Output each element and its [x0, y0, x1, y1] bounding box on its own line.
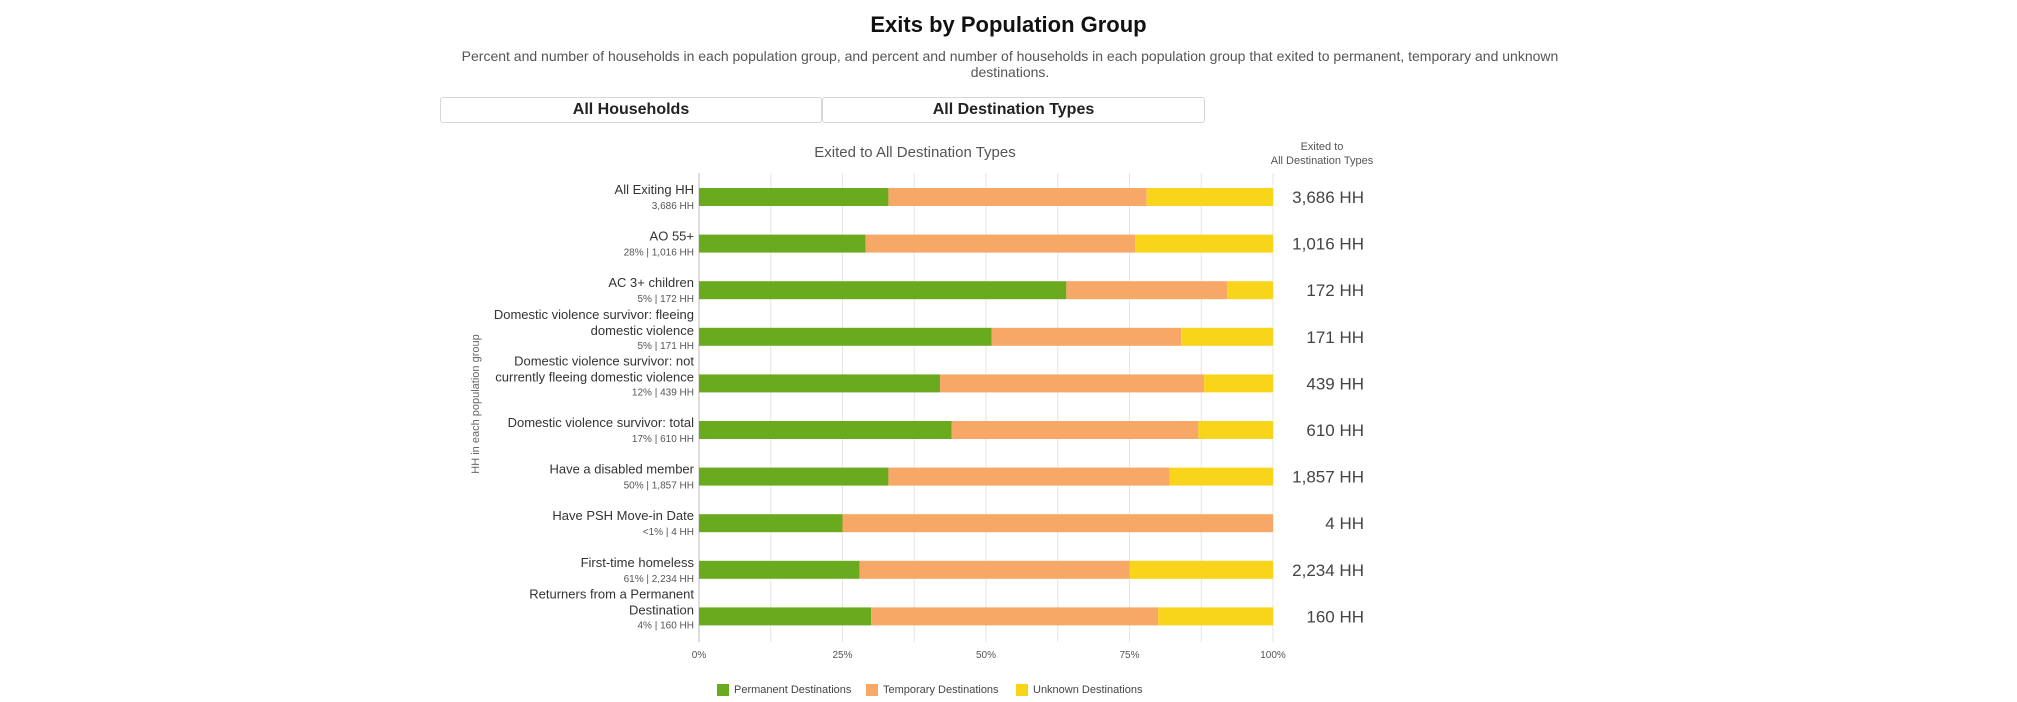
legend-item-permanent[interactable]: Permanent Destinations	[717, 683, 851, 697]
chart-title: Exited to All Destination Types	[814, 144, 1016, 161]
category-label: Domestic violence survivor: total	[508, 415, 695, 430]
page-title: Exits by Population Group	[870, 12, 1147, 37]
category-sublabel: 3,686 HH	[652, 201, 694, 212]
bar-segment-permanent	[699, 374, 941, 393]
x-tick-label: 50%	[976, 650, 996, 661]
bar-segment-unknown	[1198, 421, 1273, 439]
bar-segment-permanent	[699, 421, 952, 439]
category-sublabel: 5% | 171 HH	[637, 341, 694, 352]
category-sublabel: 12% | 439 HH	[632, 387, 694, 398]
bar-segment-temporary	[888, 467, 1170, 486]
category-label: Domestic violence survivor: fleeing	[494, 307, 694, 322]
bar-segment-unknown	[1169, 467, 1273, 486]
bar-segment-temporary	[1066, 281, 1228, 300]
category-label: currently fleeing domestic violence	[495, 369, 694, 384]
totals-column-header: Exited to All Destination Types	[1262, 140, 1382, 168]
total-label: 610 HH	[1306, 421, 1364, 440]
bar-segment-unknown	[1129, 560, 1273, 579]
total-label: 439 HH	[1306, 374, 1364, 393]
category-label: Domestic violence survivor: not	[514, 353, 694, 368]
category-sublabel: 50% | 1,857 HH	[624, 481, 694, 492]
bar-segment-unknown	[1135, 234, 1273, 253]
x-tick-label: 75%	[1119, 650, 1139, 661]
bar-segment-unknown	[1146, 188, 1273, 206]
category-label: First-time homeless	[581, 555, 695, 570]
total-label: 160 HH	[1306, 607, 1364, 626]
bar-segment-unknown	[1204, 374, 1273, 393]
bar-segment-unknown	[1227, 281, 1273, 300]
bar-segment-permanent	[699, 234, 866, 253]
bar-segment-temporary	[871, 607, 1159, 626]
total-label: 172 HH	[1306, 281, 1364, 300]
total-label: 2,234 HH	[1292, 561, 1364, 580]
bar-segment-permanent	[699, 467, 889, 486]
bar-segment-temporary	[859, 560, 1130, 579]
x-tick-label: 100%	[1260, 650, 1286, 661]
bar-segment-temporary	[842, 514, 1273, 533]
bar-segment-temporary	[991, 327, 1182, 346]
total-label: 4 HH	[1325, 514, 1364, 533]
category-sublabel: 4% | 160 HH	[637, 620, 694, 631]
destination-filter-select[interactable]: All Destination Types	[822, 97, 1205, 123]
bar-segment-permanent	[699, 560, 860, 579]
category-label: All Exiting HH	[615, 182, 694, 197]
category-label: Returners from a Permanent	[529, 586, 694, 601]
legend-item-temporary[interactable]: Temporary Destinations	[866, 683, 999, 697]
legend-label-unknown: Unknown Destinations	[1033, 684, 1143, 696]
household-filter-select[interactable]: All Households	[440, 97, 822, 123]
page-subtitle: Percent and number of households in each…	[461, 48, 1559, 80]
bar-segment-temporary	[940, 374, 1205, 393]
totals-column-header-line1: Exited to	[1300, 141, 1344, 153]
bar-segment-permanent	[699, 514, 843, 533]
total-label: 1,857 HH	[1292, 468, 1364, 487]
bar-segment-temporary	[865, 234, 1136, 253]
total-label: 1,016 HH	[1292, 235, 1364, 254]
category-label: Have a disabled member	[549, 462, 694, 477]
bar-segment-permanent	[699, 188, 889, 206]
category-sublabel: 17% | 610 HH	[632, 434, 694, 445]
legend-swatch-temporary	[866, 684, 878, 696]
legend-label-temporary: Temporary Destinations	[883, 684, 999, 696]
bar-segment-temporary	[888, 188, 1147, 206]
category-sublabel: <1% | 4 HH	[643, 527, 694, 538]
category-sublabel: 5% | 172 HH	[637, 294, 694, 305]
category-label: Have PSH Move-in Date	[552, 508, 694, 523]
total-label: 3,686 HH	[1292, 188, 1364, 207]
category-label: domestic violence	[591, 323, 694, 338]
bar-segment-permanent	[699, 281, 1067, 300]
legend-swatch-permanent	[717, 684, 729, 696]
total-label: 171 HH	[1306, 328, 1364, 347]
bar-segment-permanent	[699, 607, 872, 626]
bar-segment-permanent	[699, 327, 992, 346]
legend-label-permanent: Permanent Destinations	[734, 684, 852, 696]
legend-swatch-unknown	[1016, 684, 1028, 696]
bar-segment-temporary	[951, 421, 1199, 439]
category-label: AO 55+	[650, 229, 694, 244]
bar-segment-unknown	[1158, 607, 1273, 626]
legend-item-unknown[interactable]: Unknown Destinations	[1016, 683, 1142, 697]
category-label: AC 3+ children	[608, 275, 694, 290]
totals-column-header-line2: All Destination Types	[1270, 155, 1374, 167]
x-tick-label: 0%	[692, 650, 707, 661]
category-sublabel: 28% | 1,016 HH	[624, 248, 694, 259]
x-tick-label: 25%	[832, 650, 852, 661]
category-label: Destination	[629, 602, 694, 617]
bar-segment-unknown	[1181, 327, 1273, 346]
category-sublabel: 61% | 2,234 HH	[624, 574, 694, 585]
